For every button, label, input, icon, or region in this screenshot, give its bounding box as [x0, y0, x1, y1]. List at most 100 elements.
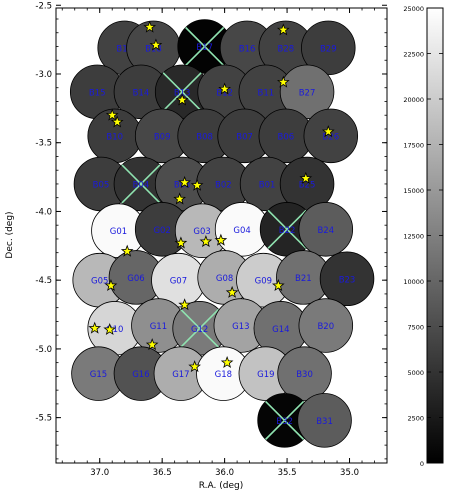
field-label: B12 [216, 88, 233, 98]
fields-layer: B19B18B17B16B28B29B15B14B13B12B11B27B10B… [69, 19, 375, 448]
star-marker [178, 298, 191, 311]
field-b24: B24 [298, 202, 354, 257]
field-g09: G09 [236, 252, 291, 308]
field-label: G12 [191, 325, 208, 335]
stars-layer [88, 20, 335, 373]
field-label: B29 [320, 44, 337, 54]
field-label: G08 [216, 274, 233, 284]
star-marker [199, 235, 213, 248]
field-label: B26 [322, 132, 339, 142]
field-g18: G18 [196, 346, 251, 401]
star-marker [88, 321, 102, 334]
colorbar-tick-label: 2500 [407, 415, 424, 423]
field-cross-line [265, 400, 305, 440]
colorbar-tick-label: 5000 [407, 369, 424, 377]
field-label: G06 [127, 274, 144, 284]
star-marker [173, 192, 186, 205]
y-axis: -2.5 -3.0 -3.5 -4.0 -4.5 -5.0 -5.5 [35, 1, 387, 460]
field-b08: B08 [177, 108, 232, 164]
field-label: G07 [170, 277, 187, 287]
field-cross-line [121, 164, 161, 204]
star-marker [143, 20, 156, 33]
field-label: B05 [93, 180, 110, 190]
field-g17: G17 [153, 346, 209, 401]
field-b31: B31 [297, 393, 352, 448]
field-label: G10 [106, 325, 123, 335]
field-label: B21 [295, 274, 312, 284]
field-b32: B32 [257, 393, 312, 448]
x-tick-label: 35.0 [340, 468, 359, 478]
colorbar-tick-label: 20000 [403, 96, 424, 104]
field-b30: B30 [277, 346, 332, 401]
field-b29: B29 [301, 20, 356, 76]
field-b13: B13 [154, 64, 210, 120]
field-label: G02 [153, 226, 170, 236]
field-label: B02 [215, 180, 232, 190]
star-marker [145, 338, 159, 351]
field-label: G18 [215, 370, 232, 380]
field-label: G14 [272, 325, 289, 335]
colorbar-tick-label: 12500 [403, 233, 424, 241]
colorbar-tick-label: 25000 [403, 5, 424, 13]
star-marker [220, 355, 234, 369]
field-cross-line [180, 308, 220, 348]
field-label: B20 [317, 322, 334, 332]
y-tick-label: -3.0 [35, 70, 52, 80]
field-circle [301, 20, 356, 76]
colorbar-ticks: 0 2500 5000 7500 10000 12500 15000 17500 20000 22… [403, 5, 443, 468]
field-label: G09 [255, 277, 272, 287]
field-circle [297, 393, 352, 448]
field-label: G15 [90, 370, 107, 380]
field-circle [298, 298, 354, 353]
star-marker [218, 82, 231, 95]
field-circle [277, 346, 332, 401]
field-label: B11 [258, 88, 275, 98]
field-label: B15 [89, 88, 106, 98]
x-axis-label: R.A. (deg) [199, 481, 244, 491]
star-marker [149, 38, 163, 51]
field-label: G19 [257, 370, 274, 380]
field-label: G05 [91, 277, 108, 287]
star-marker [110, 115, 124, 128]
y-tick-label: -3.5 [35, 139, 52, 149]
colorbar-tick-label: 15000 [403, 187, 424, 195]
star-marker [321, 125, 335, 138]
field-circle [298, 202, 354, 257]
field-label: G01 [110, 227, 127, 237]
star-marker [190, 178, 204, 191]
field-label: B25 [299, 180, 316, 190]
field-label: G04 [233, 226, 250, 236]
field-label: G13 [232, 322, 249, 332]
colorbar-tick-label: 22500 [403, 51, 424, 59]
star-marker [104, 279, 118, 292]
field-label: G11 [150, 322, 167, 332]
field-label: G03 [193, 227, 210, 237]
y-tick-label: -5.0 [35, 345, 52, 355]
y-tick-label: -4.5 [35, 276, 52, 286]
field-cross-line [267, 209, 307, 249]
field-label: G16 [132, 370, 149, 380]
y-axis-label: Dec. (deg) [5, 211, 15, 258]
field-label: B24 [317, 226, 334, 236]
colorbar-tick-label: 7500 [407, 324, 424, 332]
field-cross-line [162, 72, 202, 112]
field-label: B14 [133, 88, 150, 98]
field-label: B08 [196, 132, 213, 142]
field-label: B16 [239, 44, 256, 54]
field-label: B10 [106, 132, 123, 142]
star-marker [105, 108, 119, 121]
star-marker [120, 244, 134, 257]
colorbar-tick-label: 17500 [403, 142, 424, 150]
field-label: B09 [154, 132, 171, 142]
star-marker [174, 236, 188, 249]
star-marker [272, 279, 285, 292]
y-tick-label: -5.5 [35, 414, 52, 424]
colorbar-tick-label: 10000 [403, 278, 424, 286]
field-label: B22 [279, 226, 296, 236]
star-marker [175, 93, 189, 106]
star-marker [103, 323, 117, 336]
x-tick-label: 35.5 [278, 468, 297, 478]
field-label: B17 [196, 43, 213, 53]
